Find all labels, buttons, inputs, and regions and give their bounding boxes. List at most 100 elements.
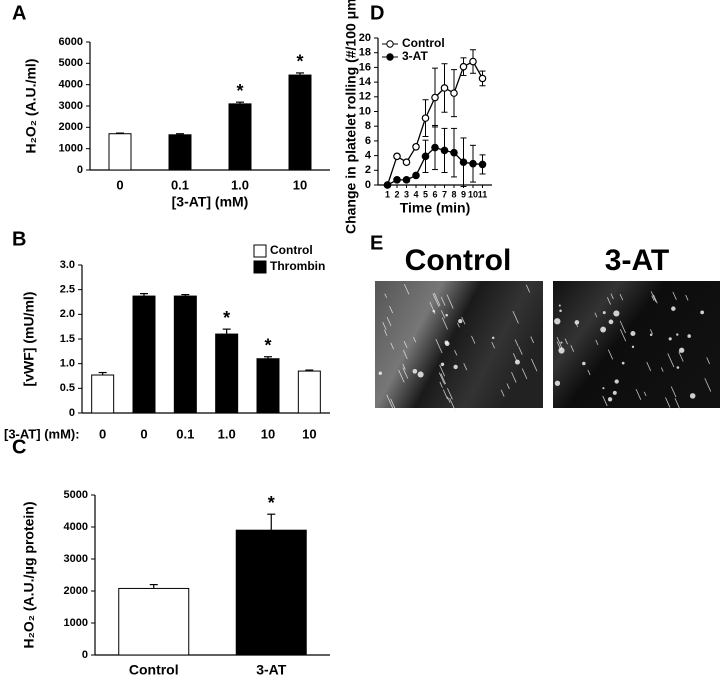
streak [685,294,689,301]
panel-label: E [370,232,383,254]
y-tick-label: 20 [359,32,371,44]
cell [417,371,424,378]
streak [432,293,440,307]
x-tick-label: 10 [302,426,316,441]
bar [108,133,132,171]
legend-swatch [253,260,267,274]
streak [440,373,446,385]
point [421,152,430,161]
cell [649,333,653,337]
y-tick-label: 6 [365,135,371,147]
bar [297,370,321,414]
y-tick-label: 1000 [59,143,83,155]
streak [439,364,446,377]
streak [389,305,394,314]
streak [570,345,575,352]
bar [168,134,192,171]
streak [440,296,446,306]
y-tick-label: 5000 [64,489,88,501]
cell [378,371,383,375]
point [412,142,420,151]
x-tick-label: 9 [461,189,466,199]
y-tick-label: 8 [365,120,371,132]
y-tick-label: 10 [359,105,371,117]
y-axis-label: H₂O₂ (A.U./μg protein) [21,502,37,649]
cell [560,341,563,344]
y-tick-label: 0.5 [60,382,75,394]
cell [631,345,635,349]
streak [667,353,675,368]
bar [256,358,280,414]
x-tick-label: Control [129,662,179,678]
y-tick-label: 2000 [64,585,88,597]
streak [390,342,395,350]
cell [554,380,561,386]
streak [454,350,458,356]
y-tick-label: 1.0 [60,358,75,370]
streak [607,349,614,360]
cell [453,364,458,370]
streak [619,293,624,301]
streak [398,369,405,383]
point [412,171,420,180]
streak [643,391,647,397]
streak [660,367,664,372]
streak [439,381,443,388]
significance-mark: * [296,52,303,72]
point [421,114,430,122]
streak [620,329,627,342]
streak [413,336,417,343]
cell [607,397,613,402]
point [393,152,401,161]
streak [674,398,682,412]
streak [665,397,671,408]
y-tick-label: 2.5 [60,284,75,296]
cell [444,340,449,345]
x-tick-label: 0.1 [171,177,189,192]
streak [384,329,388,336]
y-tick-label: 14 [359,76,372,88]
streak [511,372,517,383]
legend-label: Thrombin [270,259,325,273]
streak [438,372,445,385]
legend-marker [386,40,394,48]
point [440,146,449,155]
streak [512,310,519,324]
point [478,74,487,83]
cell [491,336,495,340]
streak [435,338,443,354]
streak [457,322,460,328]
image-caption: 3-AT [605,244,669,277]
cell [679,347,685,353]
x-tick-label: 10 [468,189,478,199]
y-tick-label: 0 [365,179,371,191]
streak [670,386,677,398]
bar [132,295,156,414]
streak [678,351,684,362]
x-tick-label: 0 [116,177,123,192]
cell [668,337,672,341]
x-axis-label: Time (min) [400,200,471,216]
panel-label: D [370,2,384,24]
x-tick-label: 0 [140,426,147,441]
bar [235,529,307,656]
x-tick-label: 3 [404,189,409,199]
cell [612,390,617,395]
cell [458,319,463,324]
y-tick-label: 3000 [59,100,83,112]
significance-mark: * [264,336,271,356]
streak [521,368,528,380]
y-tick-label: 16 [359,61,371,73]
x-tick-label: 0 [99,426,106,441]
cell [445,313,448,317]
streak [402,363,406,370]
x-tick-label: 4 [413,189,418,199]
bar [288,74,312,171]
legend-label: 3-AT [402,49,428,63]
streak [587,369,591,376]
point [402,176,411,184]
bar [91,374,115,414]
streak [650,291,657,302]
cell [630,330,636,337]
streak [446,294,454,309]
